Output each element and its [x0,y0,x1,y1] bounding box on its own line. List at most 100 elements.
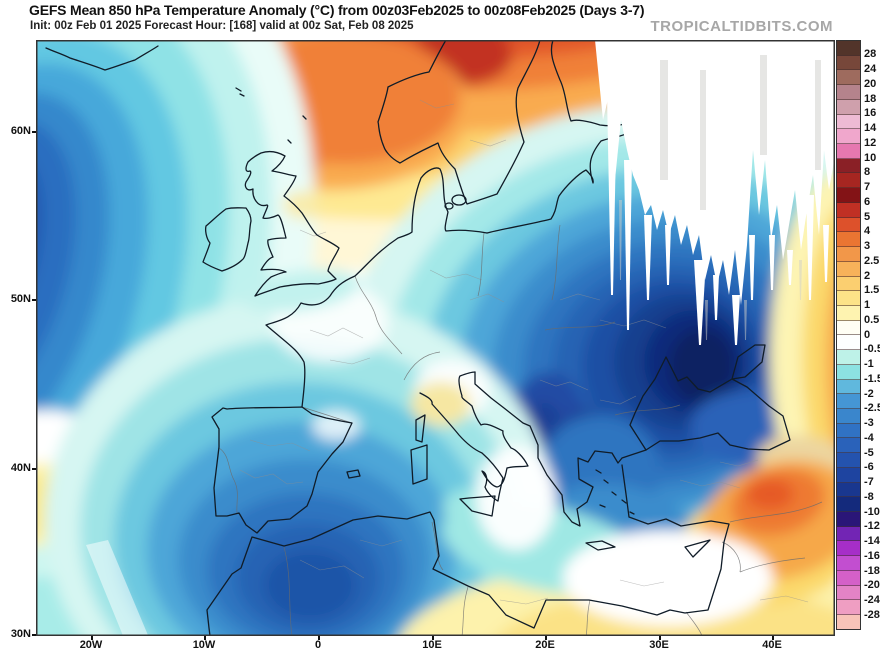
colorbar-cell [837,541,860,557]
colorbar-cell [837,467,860,483]
colorbar-label--10: -10 [864,505,880,518]
tropicaltidbits-watermark: TROPICALTIDBITS.COM [650,18,833,35]
lon-label-10E: 10E [422,639,442,651]
page-title: GEFS Mean 850 hPa Temperature Anomaly (°… [29,2,645,18]
map-frame [36,40,835,636]
colorbar-cell [837,261,860,277]
colorbar-label--24: -24 [864,594,880,606]
colorbar-cell [837,99,860,115]
colorbar-label--1: -1 [864,358,874,370]
lat-label-50N: 50N [10,293,31,305]
colorbar-label-2: 2 [864,269,871,282]
colorbar-label-4: 4 [864,225,871,238]
colorbar-label-14: 14 [864,122,877,134]
colorbar-label-7: 7 [864,181,871,193]
colorbar-cell [837,70,860,86]
lon-tick [91,636,93,640]
colorbar-label-2.5: 2.5 [864,254,880,267]
colorbar-cell [837,379,860,395]
colorbar-label--14: -14 [864,535,880,547]
lat-tick [32,299,36,301]
diagonal-streak-artifact [86,540,149,636]
colorbar-cell [837,408,860,424]
coastlines [45,40,791,636]
lon-label-0: 0 [314,639,322,651]
colorbar-cell [837,158,860,174]
colorbar-label--5: -5 [864,446,874,459]
colorbar [836,40,861,630]
colorbar-cell [837,394,860,409]
colorbar-cell [837,364,860,380]
lon-label-10W: 10W [192,639,216,651]
colorbar-cell [837,305,860,321]
colorbar-cell [837,482,860,498]
colorbar-label--0.5: -0.5 [864,343,880,356]
colorbar-cell [837,585,860,601]
colorbar-label--2: -2 [864,387,874,400]
lon-tick [318,636,320,640]
colorbar-label--7: -7 [864,476,874,488]
init-forecast-line: Init: 00z Feb 01 2025 Forecast Hour: [16… [30,20,414,32]
colorbar-label-12: 12 [864,136,877,149]
country-borders [218,224,823,636]
colorbar-label--20: -20 [864,579,880,592]
colorbar-label-18: 18 [864,92,877,105]
colorbar-label--3: -3 [864,417,874,429]
colorbar-label-20: 20 [864,77,877,90]
colorbar-cell [837,291,860,306]
colorbar-cell [837,335,860,351]
colorbar-cell [837,232,860,248]
colorbar-label-5: 5 [864,210,871,223]
colorbar-cell [837,526,860,542]
colorbar-cell [837,114,860,130]
colorbar-label--4: -4 [864,431,874,444]
colorbar-cell [837,129,860,145]
lon-label-20E: 20E [535,639,555,651]
colorbar-label--2.5: -2.5 [864,402,880,415]
colorbar-label-28: 28 [864,48,877,61]
colorbar-cell [837,188,860,203]
lat-label-30N: 30N [10,628,31,640]
colorbar-label--16: -16 [864,549,880,562]
colorbar-label-0: 0 [864,328,871,341]
colorbar-label-0.5: 0.5 [864,313,880,326]
lon-tick [432,636,434,640]
colorbar-cell [837,217,860,233]
colorbar-label-1: 1 [864,299,871,311]
colorbar-cell [837,276,860,292]
colorbar-cell [837,41,860,56]
colorbar-label-3: 3 [864,240,871,252]
colorbar-label-1.5: 1.5 [864,284,880,297]
colorbar-cell [837,438,860,454]
colorbar-cell [837,556,860,571]
map-canvas [36,40,835,636]
colorbar-cell [837,453,860,468]
colorbar-cell [837,615,860,629]
lon-label-40E: 40E [762,639,782,651]
colorbar-label--6: -6 [864,461,874,474]
lon-tick [545,636,547,640]
colorbar-cell [837,320,860,336]
colorbar-cell [837,512,860,527]
lon-label-30E: 30E [649,639,669,651]
colorbar-cell [837,497,860,512]
lat-tick [32,468,36,470]
colorbar-cell [837,173,860,189]
colorbar-label-24: 24 [864,63,877,75]
lat-tick [32,634,36,636]
colorbar-label--12: -12 [864,520,880,533]
colorbar-label--1.5: -1.5 [864,372,880,385]
lon-tick [204,636,206,640]
colorbar-label--8: -8 [864,490,874,503]
colorbar-cell [837,247,860,262]
colorbar-label--18: -18 [864,564,880,577]
colorbar-cell [837,85,860,100]
colorbar-cell [837,570,860,586]
colorbar-cell [837,144,860,159]
colorbar-label-6: 6 [864,195,871,208]
colorbar-label-10: 10 [864,151,877,164]
lat-label-60N: 60N [10,125,31,137]
colorbar-cell [837,350,860,365]
icicle-artifact [86,40,835,636]
